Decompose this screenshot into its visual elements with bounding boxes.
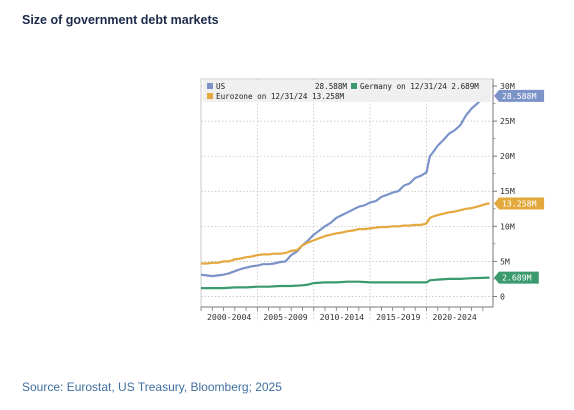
- end-label-eurozone: 13.258M: [502, 198, 537, 208]
- end-label-germany: 2.689M: [502, 273, 532, 283]
- end-tag-eurozone: [494, 197, 545, 210]
- x-tick-label: 2010-2014: [320, 312, 364, 322]
- page-title: Size of government debt markets: [22, 13, 219, 27]
- end-tag-germany: [494, 271, 539, 284]
- end-label-us: 28.588M: [502, 91, 537, 101]
- y-tick-label: 30M: [500, 81, 515, 91]
- y-tick-label: 25M: [500, 116, 515, 126]
- y-tick-label: 20M: [500, 151, 515, 161]
- legend-us-value: 28.588M: [315, 82, 347, 91]
- x-tick-label: 2005-2009: [263, 312, 307, 322]
- series-line-us: [200, 94, 490, 278]
- end-tag-us: [494, 89, 545, 102]
- y-tick-label: 10M: [500, 221, 515, 231]
- legend-eurozone-label: Eurozone on 12/31/24 13.258M: [216, 92, 344, 101]
- series-line-eurozone: [201, 202, 490, 265]
- legend-us-label: US: [216, 82, 226, 91]
- legend-germany-label: Germany on 12/31/24 2.689M: [360, 82, 479, 91]
- series-line-germany: [201, 276, 490, 290]
- y-tick-label: 15M: [500, 186, 515, 196]
- x-tick-label: 2015-2019: [376, 312, 420, 322]
- legend-swatch-germany: [351, 83, 357, 89]
- y-tick-label: 0: [500, 291, 505, 301]
- plot-area: [200, 78, 494, 308]
- legend-box: [203, 80, 491, 102]
- y-tick-label: 5M: [500, 256, 510, 266]
- source-note: Source: Eurostat, US Treasury, Bloomberg…: [22, 380, 282, 394]
- legend-swatch-eurozone: [207, 93, 213, 99]
- legend-swatch-us: [207, 83, 213, 89]
- x-tick-label: 2000-2004: [207, 312, 251, 322]
- x-tick-label: 2020-2024: [432, 312, 476, 322]
